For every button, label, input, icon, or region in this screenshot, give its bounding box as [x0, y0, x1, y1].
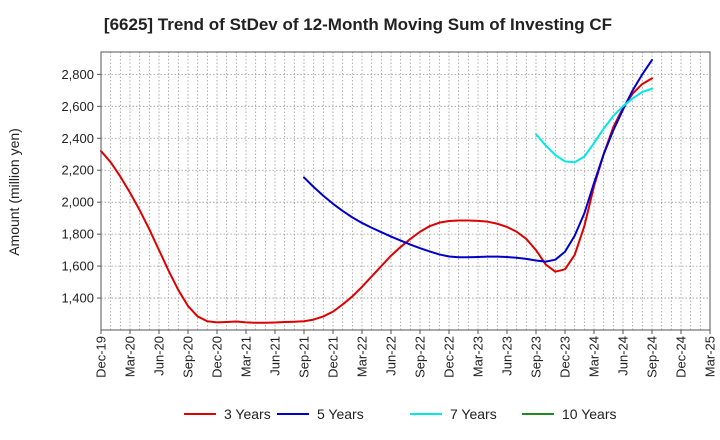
x-tick-label: Dec-20 [210, 336, 225, 378]
x-tick-label: Mar-23 [471, 336, 486, 377]
x-tick-label: Dec-21 [326, 336, 341, 378]
chart-title: [6625] Trend of StDev of 12-Month Moving… [104, 15, 612, 34]
series-line-7-years [535, 87, 653, 164]
series-lines [100, 58, 653, 324]
x-tick-label: Jun-24 [616, 336, 631, 376]
y-tick-label: 2,000 [61, 195, 94, 210]
x-tick-label: Jun-23 [500, 336, 515, 376]
x-tick-label: Dec-24 [674, 336, 689, 378]
x-tick-label: Mar-24 [587, 336, 602, 377]
grid [100, 52, 711, 330]
y-tick-label: 2,400 [61, 131, 94, 146]
legend: 3 Years 5 Years 7 Years 10 Years [184, 406, 617, 422]
legend-label: 7 Years [450, 406, 497, 422]
plot-frame [100, 51, 711, 331]
y-tick-label: 2,600 [61, 99, 94, 114]
x-tick-label: Sep-21 [297, 336, 312, 378]
x-tick-label: Sep-22 [413, 336, 428, 378]
series-line-5-years [303, 58, 653, 263]
x-axis-ticks: Dec-19 Mar-20 Jun-20 Sep-20 Dec-20 Mar-21 Jun-… [94, 330, 718, 378]
y-tick-label: 2,200 [61, 163, 94, 178]
y-axis-label: Amount (million yen) [6, 128, 22, 256]
x-tick-label: Jun-21 [268, 336, 283, 376]
y-tick-label: 1,400 [61, 291, 94, 306]
x-tick-label: Mar-22 [355, 336, 370, 377]
x-tick-label: Sep-20 [181, 336, 196, 378]
x-tick-label: Dec-23 [558, 336, 573, 378]
x-tick-label: Dec-19 [94, 336, 109, 378]
y-tick-label: 1,800 [61, 227, 94, 242]
x-tick-label: Mar-21 [239, 336, 254, 377]
x-tick-label: Mar-20 [123, 336, 138, 377]
x-tick-label: Jun-22 [384, 336, 399, 376]
x-tick-label: Sep-23 [529, 336, 544, 378]
y-axis-ticks: 1,400 1,600 1,800 2,000 2,200 2,400 2,600 2,800 [61, 67, 101, 306]
series-line-3-years [100, 77, 653, 324]
y-tick-label: 1,600 [61, 259, 94, 274]
x-tick-label: Mar-25 [703, 336, 718, 377]
legend-label: 10 Years [562, 406, 617, 422]
x-tick-label: Dec-22 [442, 336, 457, 378]
y-tick-label: 2,800 [61, 67, 94, 82]
x-tick-label: Jun-20 [152, 336, 167, 376]
legend-label: 3 Years [224, 406, 271, 422]
x-tick-label: Sep-24 [645, 336, 660, 378]
legend-label: 5 Years [317, 406, 364, 422]
